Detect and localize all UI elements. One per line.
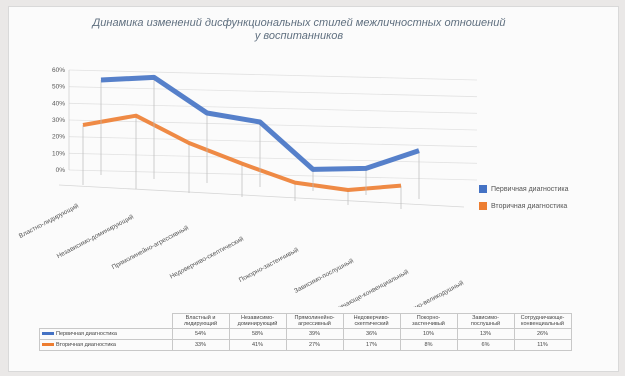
data-table-cell: 54% — [171, 328, 230, 340]
legend-label-secondary: Вторичная диагностика — [491, 202, 568, 210]
gridline — [68, 119, 478, 131]
category-label: Зависимо-послушный — [293, 257, 356, 295]
gridline — [68, 152, 478, 164]
legend-item-primary: Первичная диагностика — [479, 185, 569, 193]
legend-swatch-primary — [479, 185, 487, 193]
legend-item-secondary: Вторичная диагностика — [479, 202, 569, 210]
floor-front-edge — [58, 184, 465, 208]
gridline — [68, 69, 478, 81]
y-tick-label: 20% — [52, 134, 65, 141]
data-table-row-label: Первичная диагностика — [39, 328, 173, 340]
data-table-header: Сотрудничающе-конвенциальный — [513, 313, 572, 329]
data-table-cell: 6% — [456, 339, 515, 351]
series-line-secondary — [82, 113, 402, 192]
data-table-cell: 13% — [456, 328, 515, 340]
category-label: Прямолинейно-агрессивный — [110, 224, 190, 272]
y-tick-label: 50% — [52, 84, 65, 91]
data-table-row-label: Вторичная диагностика — [39, 339, 173, 351]
y-tick-label: 40% — [52, 100, 65, 107]
row-swatch-secondary — [42, 343, 54, 347]
data-table-cell: 8% — [399, 339, 458, 351]
data-table-row: Первичная диагностика 54% 58% 39% 36% 10… — [39, 328, 572, 340]
data-table-cell: 36% — [342, 328, 401, 340]
data-table-cell: 39% — [285, 328, 344, 340]
data-table-corner — [40, 314, 173, 329]
gridline — [68, 136, 478, 148]
row-label-secondary: Вторичная диагностика — [56, 342, 116, 348]
category-label: Недоверчиво-скептический — [168, 235, 245, 281]
category-label: Властно-лидирующий — [17, 202, 80, 240]
data-table-cell: 41% — [228, 339, 287, 351]
data-table-header: Покорно-застенчивый — [399, 313, 458, 329]
data-table-header-row: Властный и лидирующий Независимо-доминир… — [40, 313, 572, 329]
legend-swatch-secondary — [479, 202, 487, 210]
data-table-header: Прямолинейно-агрессивный — [285, 313, 344, 329]
gridline — [68, 86, 478, 98]
gridline — [68, 102, 478, 114]
data-table-header: Зависимо-послушный — [456, 313, 515, 329]
data-table-cell: 27% — [285, 339, 344, 351]
legend-label-primary: Первичная диагностика — [491, 185, 569, 193]
y-tick-label: 60% — [52, 67, 65, 74]
chart-plot: 60%50%40%30%20%10%0%Властно-лидирующийНе… — [17, 67, 478, 307]
chart-legend: Первичная диагностика Вторичная диагност… — [479, 185, 569, 219]
category-label: Покорно-застенчивый — [237, 246, 300, 284]
chart-frame: Динамика изменений дисфункциональных сти… — [8, 6, 619, 372]
data-table-cell: 26% — [513, 328, 572, 340]
row-label-primary: Первичная диагностика — [56, 331, 117, 337]
y-tick-label: 30% — [52, 117, 65, 124]
chart-title: Динамика изменений дисфункциональных сти… — [92, 17, 506, 42]
data-table-cell: 33% — [171, 339, 230, 351]
data-table-row: Вторичная диагностика 33% 41% 27% 17% 8%… — [39, 339, 572, 351]
y-tick-label: 10% — [52, 150, 65, 157]
data-table-cell: 10% — [399, 328, 458, 340]
data-table-header: Недоверчиво-скептический — [342, 313, 401, 329]
data-table-header: Властный и лидирующий — [171, 313, 230, 329]
data-table-header: Независимо-доминирующий — [228, 313, 287, 329]
y-tick-label: 0% — [56, 167, 66, 174]
data-table-cell: 17% — [342, 339, 401, 351]
data-table: Властный и лидирующий Независимо-доминир… — [39, 313, 572, 351]
category-label: Независимо-доминирующий — [55, 213, 135, 261]
data-table-cell: 11% — [513, 339, 572, 351]
series-line-primary — [100, 74, 420, 172]
data-table-cell: 58% — [228, 328, 287, 340]
row-swatch-primary — [42, 332, 54, 336]
category-label: Ответственно-великодушный — [383, 279, 465, 307]
